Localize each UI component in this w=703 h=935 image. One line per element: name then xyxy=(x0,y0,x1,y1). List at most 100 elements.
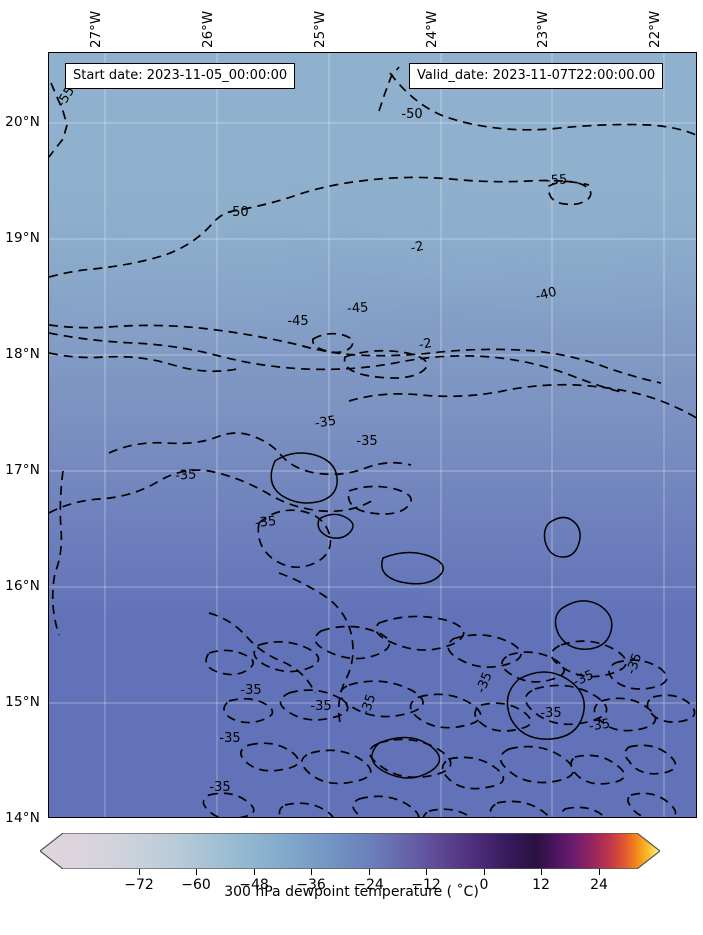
contour-35-sp30 xyxy=(627,792,677,817)
contour-35-sp8 xyxy=(608,659,668,690)
contour-label: -2 xyxy=(418,336,433,353)
y-tick-16N: 16°N xyxy=(5,578,40,594)
colorbar-tick-minus24 xyxy=(369,869,370,875)
contour-35-a xyxy=(49,352,238,373)
contour-45-upper xyxy=(49,324,662,384)
contour-label: -35 xyxy=(474,670,496,695)
annotation-row: Start date: 2023-11-05_00:00:00 Valid_da… xyxy=(49,53,696,93)
contour-35-sp27 xyxy=(422,808,472,817)
contour-35-h xyxy=(208,612,316,694)
colorbar-tick-minus48 xyxy=(254,869,255,875)
contour-solid-e xyxy=(554,600,613,650)
contour-label: -2 xyxy=(409,239,425,256)
contour-label: -35 xyxy=(209,780,230,795)
colorbar[interactable]: −72 −60 −48 −36 −24 −12 0 12 24 xyxy=(40,833,660,893)
x-tick-22W: 22°W xyxy=(647,10,663,48)
contour-solid-d xyxy=(543,516,581,558)
contour-55-left xyxy=(49,82,68,158)
contour-label: -35 xyxy=(240,683,261,698)
y-tick-19N: 19°N xyxy=(5,230,40,246)
contour-35-sp12 xyxy=(409,693,482,729)
contour-45-lower xyxy=(49,332,626,394)
contour-35-d xyxy=(51,470,64,636)
colorbar-gradient xyxy=(40,833,660,869)
map-plot-area[interactable]: -55 -50 -55 -50 -2 -40 -45 -45 -2 -35 -3… xyxy=(48,52,697,818)
y-tick-18N: 18°N xyxy=(5,346,40,362)
contour-label: -35 xyxy=(175,467,197,483)
colorbar-ticklabel: −36 xyxy=(296,877,326,893)
contour-label: -35 xyxy=(624,651,645,676)
x-tick-25W: 25°W xyxy=(312,10,328,48)
colorbar-tick-minus36 xyxy=(311,869,312,875)
contour-solid-c xyxy=(381,551,444,585)
contour-label: -45 xyxy=(347,300,369,316)
contour-35-sp4 xyxy=(375,615,465,651)
contour-35-sp29 xyxy=(560,806,607,817)
contour-label-group: -55 -50 -55 -50 -2 -40 -45 -45 -2 -35 -3… xyxy=(54,84,645,795)
contour-label: -45 xyxy=(287,314,308,329)
contour-35-sp19 xyxy=(368,738,452,779)
contour-35-sp13 xyxy=(474,702,532,732)
contour-label: -35 xyxy=(254,514,277,531)
contour-label: -35 xyxy=(571,668,596,690)
colorbar-tick-0 xyxy=(484,869,485,875)
contour-35-g xyxy=(278,572,354,728)
contour-label: -50 xyxy=(227,205,248,220)
contour-label: -50 xyxy=(401,107,422,122)
contour-35-sp23 xyxy=(624,744,677,775)
x-tick-24W: 24°W xyxy=(424,10,440,48)
contour-solid-f xyxy=(371,736,441,779)
contour-35-sp9 xyxy=(223,697,274,724)
x-axis-tick-labels: 27°W 26°W 25°W 24°W 23°W 22°W xyxy=(0,0,703,50)
contour-label: -40 xyxy=(534,285,558,305)
contour-solid-g xyxy=(506,671,585,740)
valid-date-annotation: Valid_date: 2023-11-07T22:00:00.00 xyxy=(409,63,664,89)
contour-50-mid xyxy=(49,176,590,278)
colorbar-tick-minus12 xyxy=(426,869,427,875)
y-axis-tick-labels: 14°N 15°N 16°N 17°N 18°N 19°N 20°N xyxy=(0,0,46,935)
contour-35-b xyxy=(108,432,412,476)
contour-35-sp7 xyxy=(550,640,627,678)
contour-35-sp1 xyxy=(205,649,254,676)
y-tick-14N: 14°N xyxy=(5,810,40,826)
colorbar-ticklabel: 0 xyxy=(479,877,489,893)
contour-35-sp22 xyxy=(570,754,626,785)
colorbar-tick-minus60 xyxy=(196,869,197,875)
colorbar-ticklabel: −48 xyxy=(239,877,269,893)
colorbar-ticklabel: 24 xyxy=(590,877,608,893)
contour-35-sp17 xyxy=(240,742,300,772)
contour-35-sp11 xyxy=(339,680,424,718)
contour-35-sp2 xyxy=(253,640,320,673)
contour-45-cell-b xyxy=(343,349,428,379)
x-tick-23W: 23°W xyxy=(535,10,551,48)
start-date-annotation: Start date: 2023-11-05_00:00:00 xyxy=(65,63,296,89)
contour-35-sp26 xyxy=(352,795,420,817)
contour-35-sp14 xyxy=(524,684,608,726)
contour-35-sp6 xyxy=(501,651,565,683)
contour-label: -35 xyxy=(540,706,561,721)
contour-35-e xyxy=(257,509,332,568)
contour-label: -35 xyxy=(219,731,240,746)
contour-50-top xyxy=(389,72,696,136)
contour-35-sp20 xyxy=(441,756,505,790)
contour-35-sp10 xyxy=(279,689,349,721)
colorbar-ticklabel: −24 xyxy=(354,877,384,893)
contour-35-f xyxy=(347,485,412,515)
contour-45-cell-a xyxy=(311,332,354,354)
contour-35-sp3 xyxy=(314,625,391,660)
dewpoint-field-raster xyxy=(49,53,696,817)
colorbar-tick-12 xyxy=(541,869,542,875)
contour-35-sp24 xyxy=(202,792,255,817)
contour-35-sp15 xyxy=(593,697,657,732)
contour-label: -35 xyxy=(314,414,337,432)
contour-label: -35 xyxy=(358,692,379,717)
contour-lines: -55 -50 -55 -50 -2 -40 -45 -45 -2 -35 -3… xyxy=(49,66,696,817)
contour-35-sp18 xyxy=(301,749,372,785)
colorbar-ticklabel: −12 xyxy=(411,877,441,893)
y-tick-20N: 20°N xyxy=(5,114,40,130)
contour-35-sp28 xyxy=(489,800,550,817)
x-tick-27W: 27°W xyxy=(88,10,104,48)
contour-solid-b xyxy=(317,513,354,539)
colorbar-tick-minus72 xyxy=(139,869,140,875)
